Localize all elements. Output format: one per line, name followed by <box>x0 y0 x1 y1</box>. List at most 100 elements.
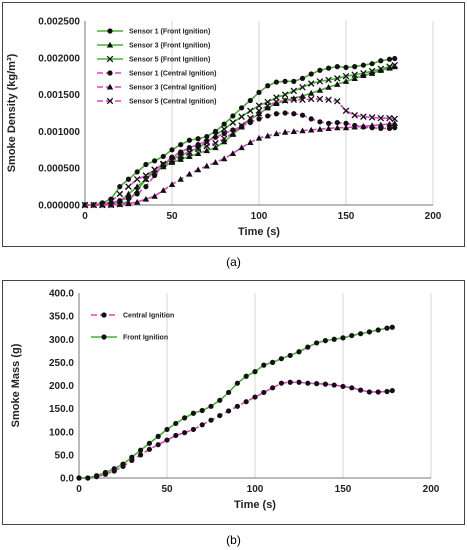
data-point <box>99 201 106 209</box>
data-point <box>369 61 375 67</box>
series-1 <box>76 379 395 481</box>
data-point <box>358 331 364 337</box>
data-point <box>264 102 271 109</box>
data-point <box>238 144 245 151</box>
legend-label: Central Ignition <box>123 313 174 320</box>
data-point <box>102 469 108 476</box>
smoke-mass-chart: 0 50 100 150 200 0.0 50.0 100.0 150.0 200.0 250.0 3… <box>10 289 440 512</box>
data-point <box>308 116 314 122</box>
data-point <box>349 385 355 391</box>
data-point <box>255 107 263 115</box>
data-point <box>273 100 280 106</box>
data-point <box>305 380 311 386</box>
data-point <box>221 131 227 137</box>
legend-label: Front Ignition <box>123 335 168 342</box>
data-point <box>226 408 232 414</box>
data-point <box>325 84 332 90</box>
data-point <box>212 144 219 151</box>
data-point <box>199 407 205 414</box>
data-point <box>299 92 306 99</box>
data-point <box>194 145 202 153</box>
data-point <box>234 380 240 386</box>
legend-marker <box>106 41 114 48</box>
data-point <box>386 63 393 70</box>
data-point <box>220 135 228 143</box>
data-point <box>117 197 123 204</box>
x-tick-label: 0 <box>82 211 88 222</box>
legend-label: Sensor 1 (Front Ignition) <box>129 29 210 36</box>
legend-label: Sensor 3 (Front Ignition) <box>129 43 210 50</box>
data-point <box>107 198 115 205</box>
data-point <box>299 96 306 104</box>
data-point <box>107 201 115 208</box>
data-point <box>308 89 315 96</box>
data-point <box>307 80 315 87</box>
data-point <box>178 142 184 148</box>
data-point <box>314 340 320 346</box>
y-tick-label: 300.0 <box>49 335 74 346</box>
legend-marker <box>106 83 114 90</box>
data-point <box>360 123 367 129</box>
legend-marker <box>106 97 114 105</box>
y-tick-label: 50.0 <box>55 450 75 461</box>
data-point <box>169 154 175 160</box>
caption-a: (a) <box>226 255 241 269</box>
data-point <box>368 67 376 75</box>
data-point <box>208 417 214 423</box>
legend-label: Sensor 3 (Central Ignition) <box>129 85 217 92</box>
data-point <box>217 397 223 403</box>
x-tick-label: 100 <box>251 211 268 222</box>
data-point <box>203 162 210 169</box>
data-point <box>290 128 297 134</box>
data-point <box>261 389 267 396</box>
data-point <box>352 64 358 70</box>
data-point <box>81 201 89 209</box>
data-point <box>94 473 100 479</box>
data-point <box>273 111 279 117</box>
data-point <box>208 403 214 409</box>
data-point <box>331 382 337 388</box>
data-point <box>155 442 161 448</box>
data-point <box>377 67 384 73</box>
data-point <box>386 114 393 122</box>
data-point <box>125 195 132 201</box>
data-point <box>252 369 258 375</box>
data-point <box>325 96 332 104</box>
y-tick-label: 0.000000 <box>38 201 80 212</box>
data-point <box>203 147 210 154</box>
data-point <box>247 119 253 126</box>
series-line <box>79 326 393 479</box>
data-point <box>247 97 253 104</box>
y-tick-label: 0.002500 <box>38 17 80 28</box>
data-point <box>273 79 279 85</box>
data-point <box>255 134 263 141</box>
data-point <box>168 181 176 187</box>
data-point <box>342 107 350 115</box>
data-point <box>173 420 179 427</box>
data-point <box>194 150 202 157</box>
data-point <box>351 71 358 78</box>
data-point <box>134 198 141 205</box>
legend-marker <box>106 55 114 63</box>
data-point <box>389 387 395 394</box>
data-point <box>247 139 254 145</box>
data-point <box>334 75 341 82</box>
data-point <box>177 176 184 182</box>
data-point <box>255 110 263 117</box>
data-point <box>160 153 166 160</box>
smoke-density-chart: 0 50 100 150 200 0.000000 0.000500 0.001000 0.00… <box>6 17 442 239</box>
data-point <box>360 72 367 79</box>
data-point <box>143 184 149 190</box>
data-point <box>314 381 320 387</box>
data-point <box>273 98 280 106</box>
data-point <box>340 383 346 390</box>
data-point <box>173 432 179 439</box>
legend-label: Sensor 5 (Front Ignition) <box>129 57 210 64</box>
data-point <box>169 147 175 153</box>
data-point <box>229 131 237 137</box>
legend-label: Sensor 1 (Central Ignition) <box>129 71 217 78</box>
data-point <box>368 114 376 121</box>
data-point <box>282 110 288 116</box>
data-point <box>117 184 123 190</box>
data-point <box>256 116 262 122</box>
